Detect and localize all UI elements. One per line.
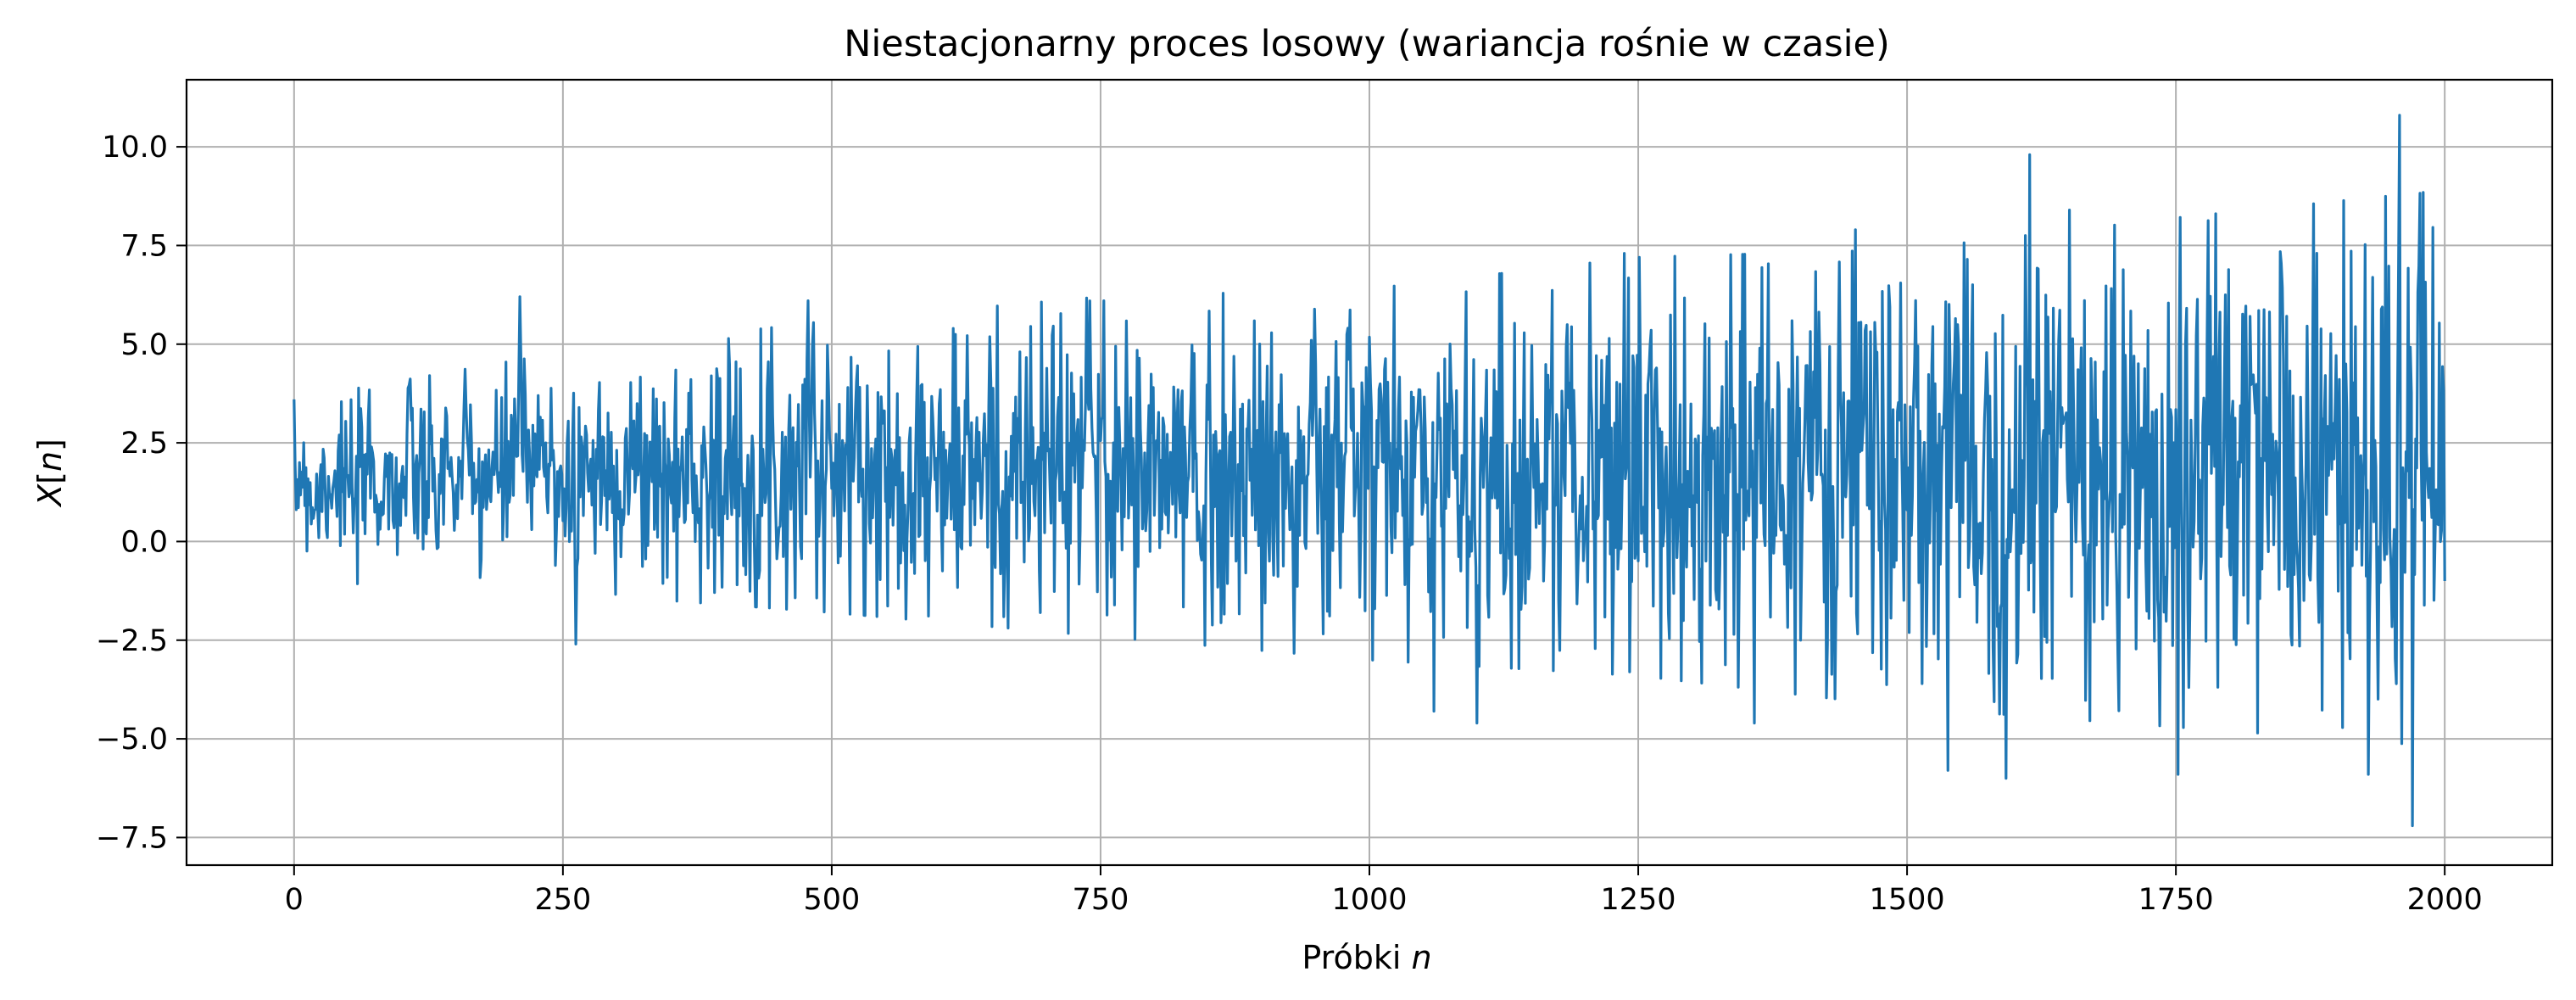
x-tick-label: 0	[285, 883, 304, 917]
x-tick-label: 250	[534, 883, 591, 917]
y-tick-label: −2.5	[96, 624, 168, 658]
y-tick-label: −7.5	[96, 821, 168, 855]
y-tick-label: 10.0	[102, 131, 168, 165]
x-tick-label: 1750	[2138, 883, 2214, 917]
series-line	[293, 114, 2446, 828]
y-axis: −7.5 −5.0 −2.5 0.0 2.5 5.0 7.5 10.0	[96, 131, 187, 855]
x-tick-label: 1000	[1331, 883, 1407, 917]
x-tick-label: 750	[1073, 883, 1129, 917]
x-tick-label: 1250	[1601, 883, 1676, 917]
x-tick-label: 1500	[1870, 883, 1945, 917]
x-axis: 0 250 500 750 1000 1250 1500 1750 2000	[285, 865, 2483, 917]
x-axis-label: Próbki n	[1302, 939, 1431, 976]
x-tick-label: 2000	[2407, 883, 2483, 917]
data-series	[293, 114, 2446, 828]
y-tick-label: 5.0	[120, 328, 168, 362]
chart-title: Niestacjonarny proces losowy (wariancja …	[844, 23, 1890, 65]
y-tick-label: 2.5	[120, 427, 168, 461]
y-tick-label: 0.0	[120, 525, 168, 559]
y-axis-label: X[n]	[31, 439, 69, 508]
y-tick-label: 7.5	[120, 229, 168, 263]
x-tick-label: 500	[804, 883, 861, 917]
y-tick-label: −5.0	[96, 723, 168, 757]
